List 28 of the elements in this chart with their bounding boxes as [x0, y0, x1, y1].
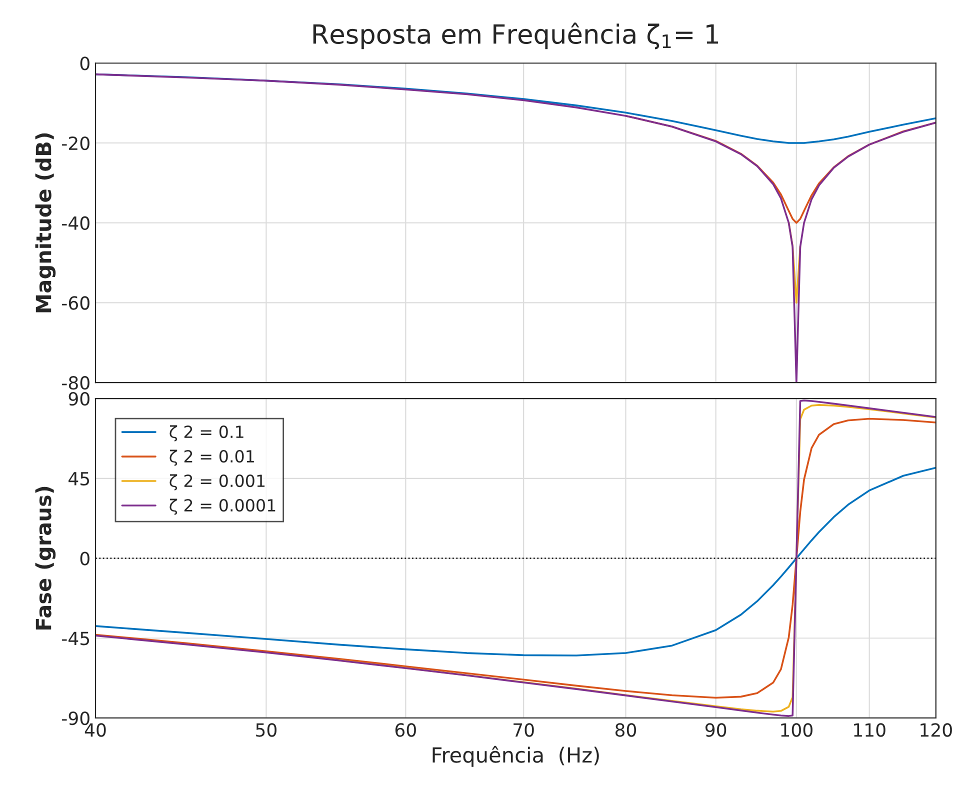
y-tick-label: 0 — [80, 552, 90, 566]
x-tick-label: 40 — [84, 723, 106, 737]
legend-label: ζ 2 = 0.001 — [170, 474, 265, 490]
y-tick-label: 45 — [68, 472, 90, 486]
x-tick-label: 70 — [514, 723, 534, 737]
x-tick-label: 120 — [920, 723, 952, 737]
y-tick-label: 90 — [68, 392, 90, 406]
y-tick-label: -80 — [62, 376, 90, 390]
legend-label: ζ 2 = 0.0001 — [170, 498, 276, 515]
legend-label: ζ 2 = 0.1 — [170, 425, 244, 442]
x-tick-label: 110 — [854, 723, 886, 737]
y-tick-label: 0 — [80, 56, 90, 70]
y-tick-label: -45 — [62, 632, 90, 646]
line-series — [788, 222, 802, 304]
x-tick-label: 60 — [395, 723, 416, 737]
y-tick-label: -40 — [62, 216, 90, 230]
x-tick-label: 80 — [615, 723, 636, 737]
x-axis-title: Frequência (Hz) — [432, 746, 599, 767]
chart-title: Resposta em Frequência ζ$_{1}$= 1 — [313, 22, 718, 50]
y-tick-label: -60 — [62, 296, 90, 310]
y-tick-label: -20 — [62, 136, 90, 150]
y-axis-title: Fase (graus) — [35, 486, 56, 630]
x-tick-label: 50 — [256, 723, 276, 737]
x-tick-label: 100 — [781, 723, 812, 737]
x-tick-label: 90 — [705, 723, 726, 737]
y-axis-title: Magnitude (dB) — [35, 133, 56, 312]
y-tick-label: -90 — [62, 711, 90, 726]
legend-label: ζ 2 = 0.01 — [170, 450, 254, 466]
